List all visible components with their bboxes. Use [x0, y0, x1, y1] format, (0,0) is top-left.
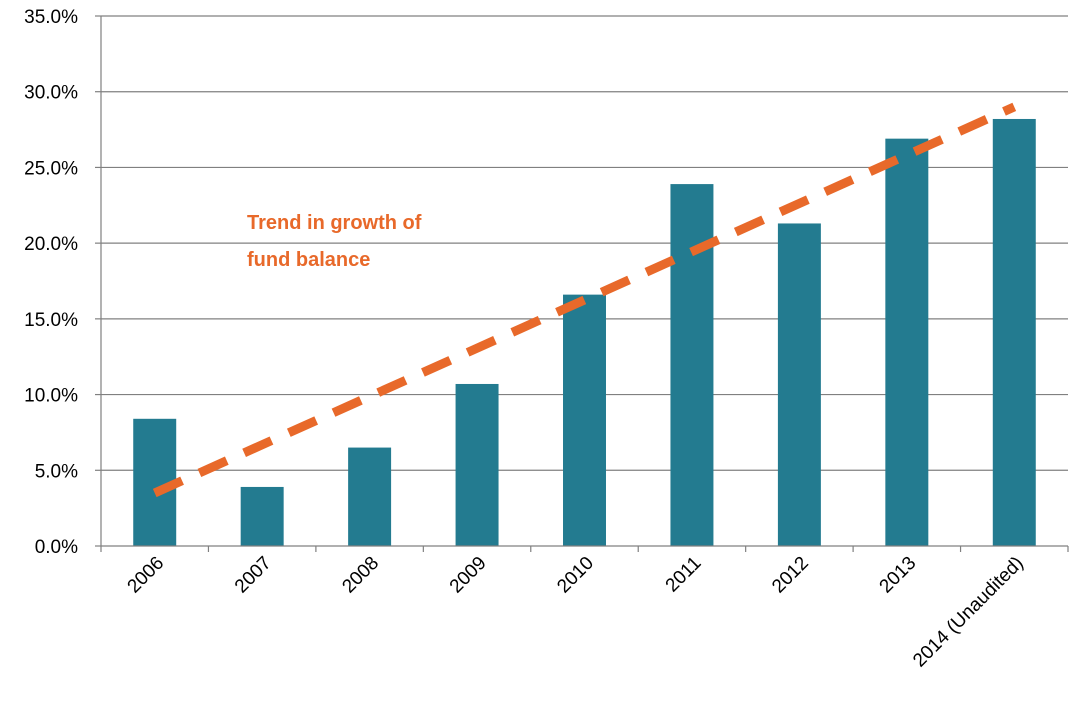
y-tick-label: 35.0% — [24, 7, 78, 28]
y-tick-label: 0.0% — [35, 537, 78, 558]
bar-2014 — [992, 118, 1036, 546]
trend-annotation: Trend in growth of fund balance — [247, 212, 427, 271]
x-tick-label: 2007 — [231, 553, 276, 598]
bar-2009 — [455, 383, 499, 546]
bar-2013 — [885, 138, 929, 546]
y-tick-label: 10.0% — [24, 386, 78, 407]
y-tick-label: 20.0% — [24, 234, 78, 255]
bar-2007 — [240, 486, 284, 546]
x-tick-label: 2011 — [662, 553, 706, 597]
trend-annotation-line-1: Trend in growth of — [247, 212, 422, 234]
y-tick-label: 30.0% — [24, 83, 78, 104]
axes — [100, 16, 1069, 552]
x-tick-label: 2014 (Unaudited) — [909, 553, 1028, 672]
x-tick-label: 2012 — [768, 553, 813, 598]
trendline — [152, 102, 1017, 498]
bar-2008 — [348, 447, 392, 546]
y-tick-label: 25.0% — [24, 158, 78, 179]
x-tick-label: 2013 — [876, 553, 921, 598]
bar-series — [133, 118, 1036, 547]
x-tick-label: 2009 — [446, 553, 491, 598]
bar-2010 — [563, 294, 606, 546]
x-tick-label: 2010 — [553, 553, 598, 598]
bar-2011 — [670, 184, 714, 547]
y-axis-tick-labels: 0.0% 5.0% 10.0% 15.0% 20.0% 25.0% 30.0% 35.0% — [24, 7, 101, 558]
bar-2012 — [777, 223, 821, 546]
trend-annotation-line-2: fund balance — [247, 249, 370, 271]
x-tick-label: 2008 — [338, 553, 383, 598]
y-tick-label: 15.0% — [24, 310, 78, 331]
y-tick-label: 5.0% — [35, 461, 78, 482]
x-tick-label: 2006 — [124, 553, 169, 598]
